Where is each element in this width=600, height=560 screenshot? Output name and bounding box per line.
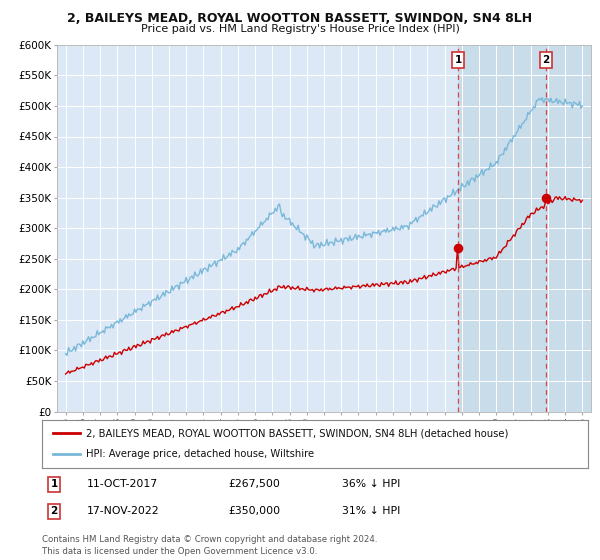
Text: 11-OCT-2017: 11-OCT-2017 — [87, 479, 158, 489]
Text: Price paid vs. HM Land Registry's House Price Index (HPI): Price paid vs. HM Land Registry's House … — [140, 24, 460, 34]
Point — [541, 193, 551, 202]
Text: £267,500: £267,500 — [228, 479, 280, 489]
Text: 17-NOV-2022: 17-NOV-2022 — [87, 506, 160, 516]
Text: 2, BAILEYS MEAD, ROYAL WOOTTON BASSETT, SWINDON, SN4 8LH (detached house): 2, BAILEYS MEAD, ROYAL WOOTTON BASSETT, … — [86, 428, 508, 438]
Point — [453, 244, 463, 253]
Text: 36% ↓ HPI: 36% ↓ HPI — [342, 479, 400, 489]
Text: £350,000: £350,000 — [228, 506, 280, 516]
Text: 1: 1 — [454, 55, 461, 65]
Text: 2: 2 — [542, 55, 550, 65]
Text: 31% ↓ HPI: 31% ↓ HPI — [342, 506, 400, 516]
Text: Contains HM Land Registry data © Crown copyright and database right 2024.
This d: Contains HM Land Registry data © Crown c… — [42, 535, 377, 556]
Text: 2: 2 — [50, 506, 58, 516]
Text: 1: 1 — [50, 479, 58, 489]
Text: 2, BAILEYS MEAD, ROYAL WOOTTON BASSETT, SWINDON, SN4 8LH: 2, BAILEYS MEAD, ROYAL WOOTTON BASSETT, … — [67, 12, 533, 25]
Bar — [458, 45, 591, 412]
Text: HPI: Average price, detached house, Wiltshire: HPI: Average price, detached house, Wilt… — [86, 449, 314, 459]
